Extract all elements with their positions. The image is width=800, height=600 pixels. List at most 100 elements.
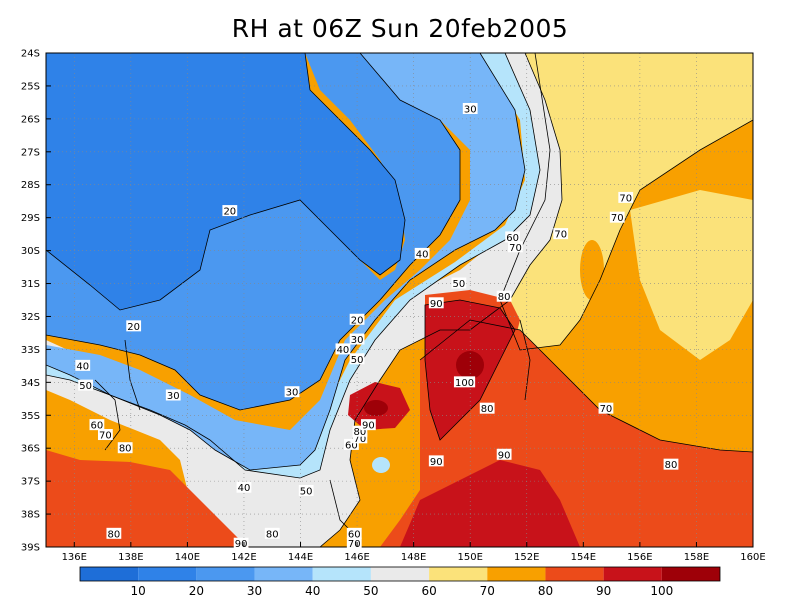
contour-label-bg <box>89 419 105 431</box>
band-70-80-island <box>580 240 604 300</box>
contour-label-bg <box>462 102 478 114</box>
band-60-70-east-b <box>630 190 753 360</box>
contour-label-bg <box>553 228 569 240</box>
contour-label-bg <box>496 448 512 460</box>
y-tick-label: 28S <box>21 180 40 191</box>
chart-title: RH at 06Z Sun 20feb2005 <box>231 14 569 43</box>
contour-label-bg <box>618 191 634 203</box>
y-tick-label: 38S <box>21 510 40 521</box>
contour-label: 70 <box>609 211 625 224</box>
colorbar-swatch <box>80 567 139 581</box>
contour-label-text: 90 <box>430 457 443 468</box>
contour-label-text: 30 <box>351 335 364 346</box>
contour-label-bg <box>97 429 113 441</box>
band-80-90-west <box>46 450 250 547</box>
contour-label: 40 <box>335 343 351 356</box>
colorbar-swatch <box>196 567 255 581</box>
contour-label: 80 <box>117 442 133 455</box>
contour-label: 80 <box>663 458 679 471</box>
contour-label-bg <box>453 376 476 388</box>
colorbar-swatch <box>370 567 430 581</box>
contour-label: 50 <box>78 379 93 392</box>
contour-label: 60 <box>344 438 359 451</box>
contour-label-bg <box>222 205 238 217</box>
contour-label-bg <box>349 353 365 365</box>
contour-label-text: 70 <box>611 213 624 224</box>
contour-label-bg <box>78 379 93 391</box>
x-tick-label: 136E <box>62 552 87 563</box>
contour-label-text: 90 <box>498 450 511 461</box>
contour-line-30 <box>46 53 461 411</box>
contour-label-text: 70 <box>348 539 361 550</box>
contour-line-50 <box>46 53 541 479</box>
contour-label-text: 80 <box>665 460 678 471</box>
contour-label-text: 90 <box>430 299 443 310</box>
y-tick-label: 25S <box>21 81 40 92</box>
contour-label: 40 <box>75 359 91 372</box>
x-tick-label: 150E <box>457 552 482 563</box>
contour-label-bg <box>349 313 365 325</box>
contour-label-text: 40 <box>337 345 350 356</box>
x-tick-label: 152E <box>514 552 539 563</box>
contour-label-text: 20 <box>351 315 364 326</box>
contour-label-bg <box>233 537 249 549</box>
band-100-plus-west <box>364 400 388 416</box>
contour-label-text: 80 <box>498 292 511 303</box>
band-20-30-island <box>282 368 304 388</box>
contour-label-text: 100 <box>455 378 474 389</box>
colorbar-swatch <box>661 567 720 581</box>
contour-label-text: 20 <box>223 207 236 218</box>
colorbar-swatch <box>603 567 662 581</box>
contour-label: 70 <box>97 429 113 442</box>
contour-label-text: 20 <box>127 322 140 333</box>
coastline <box>94 319 531 541</box>
y-tick-label: 33S <box>21 345 40 356</box>
contour-label-bg <box>479 402 495 414</box>
contour-label: 100 <box>453 376 476 389</box>
contour-label-text: 40 <box>76 361 89 372</box>
contour-label-bg <box>609 211 625 223</box>
colorbar-label: 80 <box>538 584 553 598</box>
contour-label: 90 <box>496 448 512 461</box>
contour-label-text: 80 <box>481 404 494 415</box>
x-tick-label: 142E <box>231 552 256 563</box>
contour-label: 20 <box>222 205 238 218</box>
contour-label: 90 <box>360 419 376 432</box>
contour-label: 70 <box>346 537 362 550</box>
contour-label-bg <box>75 359 91 371</box>
band-50-60 <box>46 53 562 547</box>
x-tick-label: 146E <box>344 552 369 563</box>
contour-label-bg <box>451 277 467 289</box>
x-tick-label: 156E <box>627 552 652 563</box>
colorbar-label: 70 <box>480 584 495 598</box>
contour-label-bg <box>298 485 314 497</box>
contour-label-bg <box>428 455 444 467</box>
contour-label-bg <box>428 297 444 309</box>
contour-label-text: 70 <box>554 230 567 241</box>
contour-line-90 <box>424 299 516 441</box>
contour-label: 90 <box>428 455 444 468</box>
contour-label-text: 60 <box>348 529 361 540</box>
y-tick-label: 30S <box>21 246 40 257</box>
contour-label-text: 50 <box>453 279 466 290</box>
contour-label-text: 70 <box>619 193 632 204</box>
y-tick-label: 37S <box>21 477 40 488</box>
colorbar-label: 30 <box>247 584 262 598</box>
contour-label: 50 <box>451 277 467 290</box>
x-tick-label: 160E <box>740 552 765 563</box>
contour-label-bg <box>352 432 368 444</box>
contour-label-bg <box>165 389 181 401</box>
x-tick-label: 158E <box>684 552 709 563</box>
contour-label-bg <box>284 386 300 398</box>
contour-label: 30 <box>462 102 478 115</box>
y-tick-label: 35S <box>21 411 40 422</box>
x-tick-label: 138E <box>118 552 143 563</box>
contour-label-text: 70 <box>509 243 522 254</box>
contour-label-text: 70 <box>600 404 613 415</box>
contour-label-text: 40 <box>238 483 251 494</box>
contour-label: 70 <box>618 191 634 204</box>
colorbar-swatch <box>545 567 604 581</box>
contour-label-bg <box>264 527 280 539</box>
y-tick-label: 31S <box>21 279 40 290</box>
contour-label-text: 80 <box>266 529 279 540</box>
